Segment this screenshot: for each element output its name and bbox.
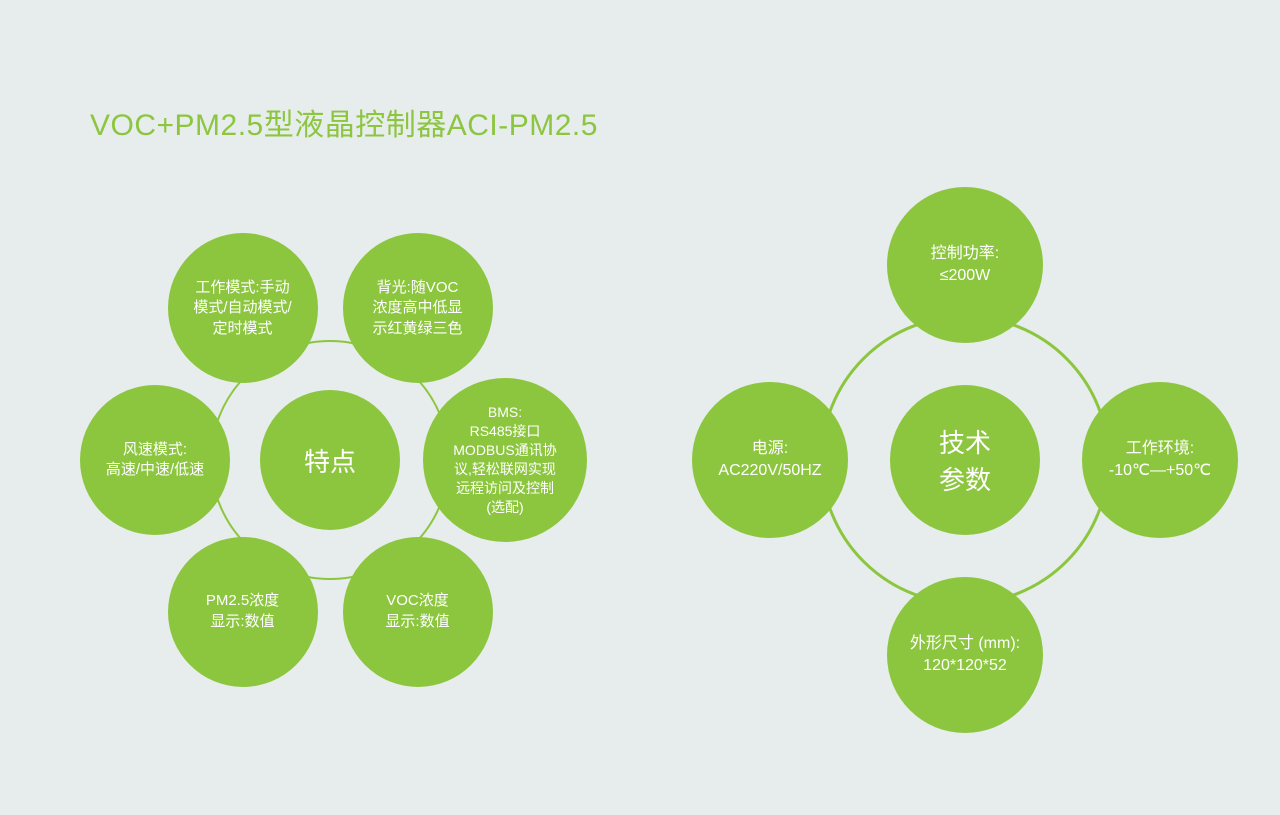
features-node-2: BMS: RS485接口 MODBUS通讯协 议,轻松联网实现 远程访问及控制 … (423, 378, 587, 542)
specs-node-0: 控制功率: ≤200W (887, 187, 1043, 343)
page-title: VOC+PM2.5型液晶控制器ACI-PM2.5 (90, 100, 598, 144)
features-node-4: PM2.5浓度 显示:数值 (168, 537, 318, 687)
features-node-1: 背光:随VOC 浓度高中低显 示红黄绿三色 (343, 233, 493, 383)
features-center: 特点 (260, 390, 400, 530)
specs-node-2: 外形尺寸 (mm): 120*120*52 (887, 577, 1043, 733)
features-node-0: 工作模式:手动 模式/自动模式/ 定时模式 (168, 233, 318, 383)
features-node-5: 风速模式: 高速/中速/低速 (80, 385, 230, 535)
features-node-3: VOC浓度 显示:数值 (343, 537, 493, 687)
specs-node-3: 电源: AC220V/50HZ (692, 382, 848, 538)
specs-node-1: 工作环境: -10℃—+50℃ (1082, 382, 1238, 538)
specs-center: 技术 参数 (890, 385, 1040, 535)
